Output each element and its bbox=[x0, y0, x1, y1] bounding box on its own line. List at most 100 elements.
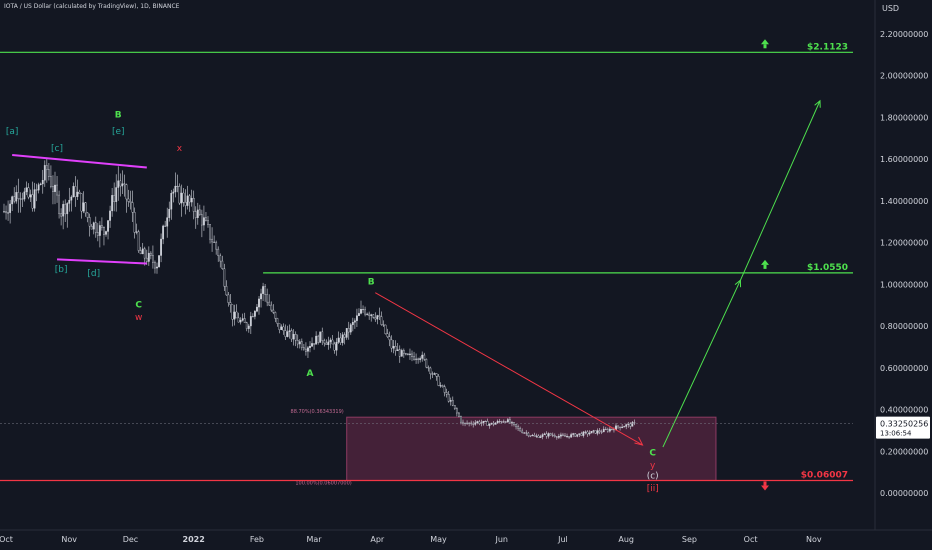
candle-body bbox=[553, 435, 556, 437]
candle-body bbox=[623, 426, 626, 428]
candle-body bbox=[327, 341, 330, 345]
candle-body bbox=[237, 317, 240, 323]
candle-body bbox=[533, 435, 536, 437]
candle-body bbox=[127, 198, 130, 202]
candle-body bbox=[562, 434, 564, 436]
candle-body bbox=[133, 212, 136, 233]
y-tick-label: 2.20000000 bbox=[880, 30, 928, 39]
candle-body bbox=[429, 367, 432, 375]
candle-body bbox=[541, 434, 544, 437]
candle-body bbox=[123, 183, 126, 185]
candle-body bbox=[384, 324, 387, 334]
candle-body bbox=[413, 356, 415, 360]
candle-body bbox=[105, 231, 107, 235]
candle-body bbox=[25, 187, 28, 193]
candle-body bbox=[386, 333, 389, 337]
candle-body bbox=[119, 180, 122, 187]
candle-body bbox=[125, 184, 128, 200]
candle-body bbox=[500, 421, 503, 423]
level-arrow-icon-1 bbox=[761, 259, 769, 265]
x-tick-label: 2022 bbox=[183, 535, 205, 544]
y-tick-label: 0.80000000 bbox=[880, 322, 928, 331]
candle-body bbox=[509, 419, 511, 424]
candle-body bbox=[570, 434, 573, 438]
candle-body bbox=[84, 202, 87, 214]
candle-body bbox=[411, 353, 413, 357]
candle-body bbox=[235, 311, 238, 319]
candle-body bbox=[168, 208, 171, 218]
candle-body bbox=[462, 421, 464, 424]
fib-zone bbox=[346, 416, 717, 481]
candle-body bbox=[466, 422, 468, 424]
candle-body bbox=[41, 180, 44, 185]
x-tick-label: Jun bbox=[494, 535, 508, 544]
candle-body bbox=[286, 331, 289, 337]
candle-body bbox=[590, 431, 593, 434]
candle-body bbox=[486, 421, 489, 426]
candle-body bbox=[223, 268, 226, 287]
candle-body bbox=[11, 196, 14, 205]
current-price-countdown: 13:06:54 bbox=[880, 430, 912, 438]
candle-body bbox=[543, 433, 546, 435]
candle-body bbox=[200, 214, 203, 226]
candle-body bbox=[247, 325, 250, 329]
candle-body bbox=[184, 202, 187, 206]
candle-body bbox=[364, 309, 366, 315]
candle-body bbox=[27, 187, 30, 198]
fib-upper-label: 88.70%(0.36343319) bbox=[291, 409, 344, 415]
candle-body bbox=[3, 211, 5, 213]
candle-body bbox=[82, 202, 85, 212]
candle-body bbox=[176, 185, 179, 187]
candle-body bbox=[298, 341, 301, 345]
x-tick-label: Feb bbox=[250, 535, 264, 544]
candle-body bbox=[527, 432, 530, 436]
candle-body bbox=[266, 294, 269, 303]
candle-body bbox=[174, 185, 177, 193]
candle-body bbox=[5, 211, 7, 213]
candle-body bbox=[21, 198, 24, 200]
candle-body bbox=[192, 197, 195, 212]
candle-body bbox=[566, 436, 568, 438]
candle-body bbox=[76, 191, 79, 197]
candle-body bbox=[368, 313, 371, 316]
candle-body bbox=[335, 342, 338, 351]
candle-body bbox=[631, 422, 634, 427]
candle-body bbox=[33, 189, 36, 209]
candle-body bbox=[9, 203, 12, 213]
level-arrow-icon-0 bbox=[761, 39, 769, 45]
x-tick-label: Sep bbox=[682, 535, 697, 544]
candle-body bbox=[154, 262, 156, 269]
candle-body bbox=[180, 192, 183, 204]
candle-body bbox=[229, 302, 232, 306]
level-arrow-stem-0 bbox=[763, 44, 767, 49]
candle-body bbox=[568, 436, 570, 438]
candle-body bbox=[272, 309, 275, 313]
candle-body bbox=[64, 204, 67, 215]
wave-label-8: w bbox=[135, 313, 142, 323]
candle-body bbox=[325, 342, 328, 345]
candle-body bbox=[54, 184, 56, 192]
candle-body bbox=[139, 250, 142, 255]
candle-body bbox=[580, 433, 583, 436]
currency-label: USD bbox=[882, 4, 900, 13]
candle-body bbox=[547, 433, 550, 437]
candle-body bbox=[117, 180, 120, 188]
candle-body bbox=[400, 350, 403, 357]
candle-body bbox=[243, 318, 246, 323]
level-label-2: $0.06007 bbox=[801, 470, 848, 480]
candle-body bbox=[213, 241, 216, 243]
candle-body bbox=[170, 193, 173, 210]
candle-body bbox=[72, 186, 75, 198]
wave-label-10: A bbox=[307, 369, 314, 379]
candle-body bbox=[182, 192, 185, 203]
trend-line-1 bbox=[56, 258, 147, 265]
wave-label-14: [ii] bbox=[647, 484, 659, 494]
wave-label-1: [c] bbox=[51, 144, 63, 154]
candle-body bbox=[96, 232, 99, 236]
candle-body bbox=[458, 412, 460, 417]
candle-body bbox=[319, 331, 322, 343]
candle-body bbox=[472, 423, 475, 425]
y-tick-label: 1.40000000 bbox=[880, 197, 928, 206]
candle-body bbox=[321, 331, 324, 341]
